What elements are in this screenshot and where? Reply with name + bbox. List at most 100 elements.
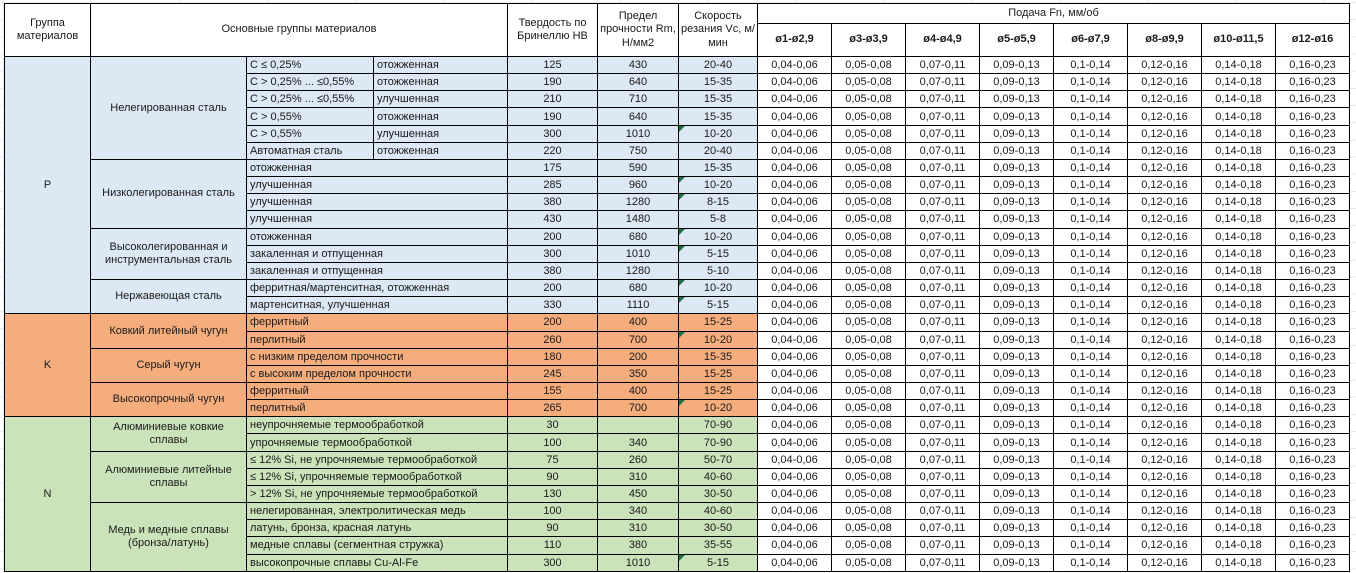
hb-cell: 100	[507, 502, 598, 521]
hb-cell: 330	[507, 296, 598, 315]
feed-cell: 0,04-0,06	[757, 364, 832, 383]
feed-cell: 0,05-0,08	[831, 55, 906, 75]
feed-cell: 0,09-0,13	[979, 55, 1054, 75]
feed-cell: 0,07-0,11	[905, 502, 980, 521]
rm-cell: 450	[597, 484, 679, 504]
vc-cell: 10-20	[678, 176, 758, 195]
feed-cell: 0,05-0,08	[831, 433, 906, 452]
hb-cell: 300	[507, 553, 598, 572]
material-cell: упрочняемые термообработкой	[246, 433, 508, 452]
rm-cell: 430	[597, 55, 679, 75]
rm-cell: 640	[597, 73, 679, 92]
feed-cell: 0,14-0,18	[1201, 193, 1276, 212]
material-cell: мартенситная, улучшенная	[246, 296, 508, 315]
vc-cell: 70-90	[678, 416, 758, 435]
feed-cell: 0,04-0,06	[757, 330, 832, 349]
table-row: перлитный 265 700 10-20 0,04-0,06 0,05-0,08 0,…	[5, 399, 1350, 418]
feed-cell: 0,12-0,16	[1127, 502, 1202, 521]
feed-cell: 0,04-0,06	[757, 244, 832, 263]
rm-cell: 340	[597, 433, 679, 452]
vc-value: 20-40	[703, 59, 733, 72]
vc-cell: 5-10	[678, 261, 758, 281]
feed-cell: 0,16-0,23	[1275, 381, 1350, 401]
feed-cell: 0,1-0,14	[1053, 73, 1128, 92]
vc-cell: 10-20	[678, 399, 758, 418]
feed-cell: 0,16-0,23	[1275, 416, 1350, 435]
error-marker-icon	[679, 555, 685, 561]
feed-cell: 0,09-0,13	[979, 90, 1054, 109]
hb-cell: 265	[507, 399, 598, 418]
feed-cell: 0,04-0,06	[757, 210, 832, 229]
header-hardness-column: Твердость по Бринеллю HB	[507, 3, 598, 57]
feed-cell: 0,04-0,06	[757, 553, 832, 572]
vc-cell: 30-50	[678, 519, 758, 538]
hb-cell: 30	[507, 416, 598, 435]
group-letter: P	[4, 55, 91, 315]
rm-cell: 680	[597, 279, 679, 298]
rm-cell: 340	[597, 502, 679, 521]
feed-cell: 0,05-0,08	[831, 227, 906, 246]
feed-cell: 0,09-0,13	[979, 381, 1054, 401]
header-main-groups-column: Основные группы материалов	[90, 3, 508, 57]
feed-cell: 0,05-0,08	[831, 73, 906, 92]
state-cell: отожженная	[373, 73, 508, 92]
table-row: C > 0,25% ... ≤0,55% отожженная 190 640 15-3…	[5, 73, 1350, 92]
feed-cell: 0,14-0,18	[1201, 210, 1276, 229]
vc-cell: 10-20	[678, 279, 758, 298]
feed-cell: 0,14-0,18	[1201, 313, 1276, 332]
feed-cell: 0,1-0,14	[1053, 416, 1128, 435]
table-row: C > 0,25% ... ≤0,55% улучшенная 210 710 15-3…	[5, 90, 1350, 109]
error-marker-icon	[679, 297, 685, 304]
feed-cell: 0,1-0,14	[1053, 381, 1128, 401]
rm-cell: 1480	[597, 210, 679, 229]
feed-cell: 0,16-0,23	[1275, 90, 1350, 109]
state-cell: улучшенная	[373, 90, 508, 109]
table-row: K Ковкий литейный чугун ферритный 200 400 15-…	[4, 313, 1350, 418]
hb-cell: 300	[507, 124, 598, 143]
feed-cell: 0,05-0,08	[831, 381, 906, 401]
hb-cell: 210	[507, 90, 598, 109]
feed-cell: 0,05-0,08	[831, 484, 906, 504]
feed-cell: 0,07-0,11	[905, 519, 980, 538]
feed-cell: 0,07-0,11	[905, 124, 980, 143]
vc-cell: 20-40	[678, 55, 758, 75]
feed-cell: 0,04-0,06	[757, 141, 832, 160]
feed-cell: 0,12-0,16	[1127, 484, 1202, 504]
vc-cell: 10-20	[678, 124, 758, 143]
table-row: медные сплавы (сегментная стружка) 110 380…	[5, 536, 1350, 555]
hb-cell: 200	[507, 227, 598, 246]
vc-value: 5-10	[706, 264, 730, 277]
feed-cell: 0,12-0,16	[1127, 296, 1202, 315]
vc-value: 70-90	[703, 419, 733, 432]
feed-cell: 0,12-0,16	[1127, 313, 1202, 332]
table-row: ≤ 12% Si, упрочняемые термообработкой 90 3…	[5, 467, 1350, 486]
hb-cell: 245	[507, 364, 598, 383]
feed-cell: 0,07-0,11	[905, 347, 980, 366]
feed-cell: 0,12-0,16	[1127, 158, 1202, 178]
vc-value: 15-35	[703, 93, 733, 106]
vc-cell: 15-25	[678, 381, 758, 401]
feed-cell: 0,16-0,23	[1275, 433, 1350, 452]
material-cell: ферритная/мартенситная, отожженная	[246, 279, 508, 298]
hb-cell: 90	[507, 467, 598, 486]
rm-cell: 350	[597, 364, 679, 383]
vc-value: 15-35	[703, 76, 733, 89]
hb-cell: 380	[507, 261, 598, 281]
feed-cell: 0,05-0,08	[831, 296, 906, 315]
header-group-column: Группа материалов	[4, 3, 91, 57]
error-marker-icon	[679, 126, 685, 132]
table-row: Алюминиевые литейные сплавы ≤ 12% Si, не …	[5, 450, 1350, 504]
vc-cell: 20-40	[678, 141, 758, 160]
table-row: P Нелегированная сталь C ≤ 0,25% отожженная…	[4, 55, 1350, 315]
feed-cell: 0,05-0,08	[831, 502, 906, 521]
feed-cell: 0,09-0,13	[979, 502, 1054, 521]
table-row: перлитный 260 700 10-20 0,04-0,06 0,05-0,08 0,…	[5, 330, 1350, 349]
hb-cell: 380	[507, 193, 598, 212]
vc-cell: 10-20	[678, 227, 758, 246]
feed-cell: 0,1-0,14	[1053, 107, 1128, 126]
rm-cell	[597, 416, 679, 435]
feed-cell: 0,1-0,14	[1053, 55, 1128, 75]
feed-cell: 0,16-0,23	[1275, 347, 1350, 366]
state-cell: отожженная	[373, 107, 508, 126]
vc-cell: 5-15	[678, 553, 758, 572]
